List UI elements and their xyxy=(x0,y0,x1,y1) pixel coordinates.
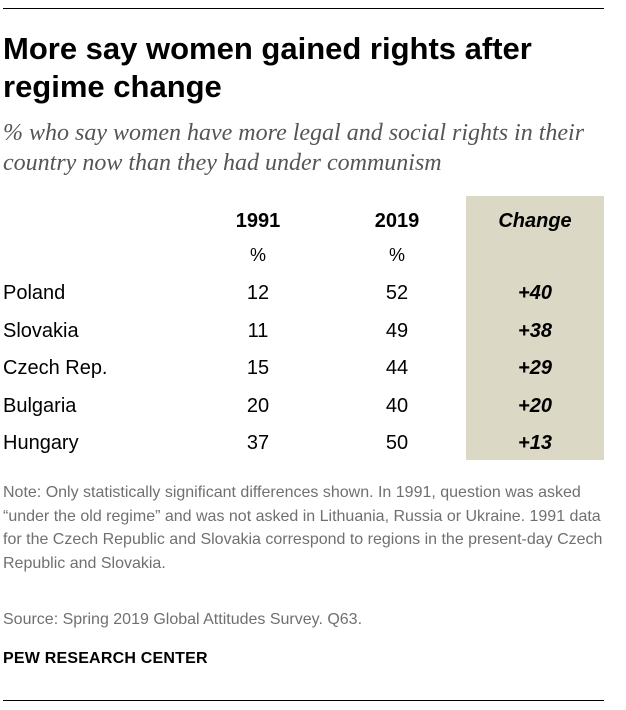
chart-subtitle: % who say women have more legal and soci… xyxy=(3,120,585,176)
row-label: Bulgaria xyxy=(3,394,77,417)
column-unit-y2019: % xyxy=(388,245,405,265)
cell-change: +13 xyxy=(518,432,552,454)
cell-y1991: 20 xyxy=(246,394,270,417)
cell-change: +40 xyxy=(518,282,552,304)
cell-y2019: 50 xyxy=(385,432,409,454)
row-label: Hungary xyxy=(3,432,79,454)
cell-y2019: 44 xyxy=(385,357,409,379)
cell-change: +20 xyxy=(518,394,552,417)
cell-change: +38 xyxy=(518,319,552,342)
source-note: Source: Spring 2019 Global Attitudes Sur… xyxy=(3,611,363,628)
bottom-rule xyxy=(3,700,604,701)
column-header-change: Change xyxy=(498,210,572,232)
cell-y1991: 37 xyxy=(246,432,270,454)
top-rule xyxy=(3,8,604,9)
cell-y1991: 12 xyxy=(246,282,270,304)
row-label: Slovakia xyxy=(3,319,79,342)
column-unit-y1991: % xyxy=(249,245,266,265)
cell-y2019: 40 xyxy=(385,394,409,417)
brand-logo-text: PEW RESEARCH CENTER xyxy=(3,650,208,667)
cell-y2019: 49 xyxy=(385,319,409,342)
cell-y2019: 52 xyxy=(385,282,409,304)
chart-title: More say women gained rights after regim… xyxy=(3,31,532,104)
row-label: Poland xyxy=(3,282,66,304)
cell-change: +29 xyxy=(518,357,552,379)
footnote: Note: Only statistically significant dif… xyxy=(3,484,603,572)
column-header-y1991: 1991 xyxy=(235,210,281,232)
cell-y1991: 11 xyxy=(247,319,269,342)
row-label: Czech Rep. xyxy=(3,357,108,379)
cell-y1991: 15 xyxy=(246,357,270,379)
column-header-y2019: 2019 xyxy=(374,210,420,232)
change-column-highlight xyxy=(466,196,604,460)
